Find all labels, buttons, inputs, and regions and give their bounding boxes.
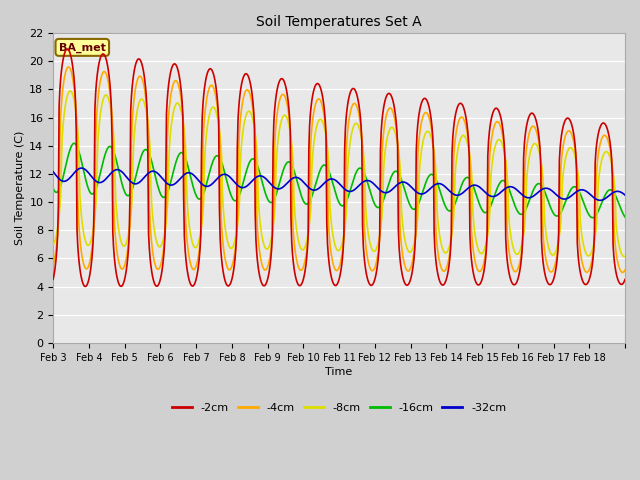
X-axis label: Time: Time xyxy=(326,367,353,377)
Text: BA_met: BA_met xyxy=(59,42,106,52)
Legend: -2cm, -4cm, -8cm, -16cm, -32cm: -2cm, -4cm, -8cm, -16cm, -32cm xyxy=(168,398,511,417)
Y-axis label: Soil Temperature (C): Soil Temperature (C) xyxy=(15,131,25,245)
Title: Soil Temperatures Set A: Soil Temperatures Set A xyxy=(256,15,422,29)
